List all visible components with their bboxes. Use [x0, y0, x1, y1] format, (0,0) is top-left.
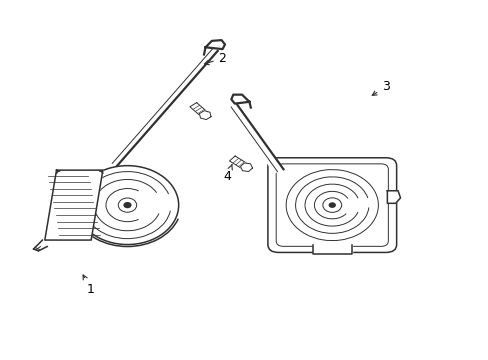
FancyBboxPatch shape [267, 158, 396, 252]
Polygon shape [228, 105, 283, 173]
Ellipse shape [322, 198, 341, 212]
Text: 3: 3 [371, 80, 389, 95]
Polygon shape [231, 95, 249, 104]
Text: 2: 2 [204, 51, 226, 65]
Polygon shape [386, 191, 400, 203]
Ellipse shape [76, 166, 178, 244]
Polygon shape [45, 170, 102, 240]
Text: 1: 1 [83, 275, 95, 296]
Ellipse shape [123, 202, 131, 208]
Polygon shape [229, 156, 249, 170]
Polygon shape [205, 40, 224, 49]
Polygon shape [189, 103, 208, 117]
Ellipse shape [328, 202, 335, 208]
Ellipse shape [118, 198, 137, 212]
Text: 4: 4 [223, 165, 232, 183]
Polygon shape [240, 163, 252, 171]
Polygon shape [312, 244, 351, 253]
Polygon shape [199, 111, 210, 120]
